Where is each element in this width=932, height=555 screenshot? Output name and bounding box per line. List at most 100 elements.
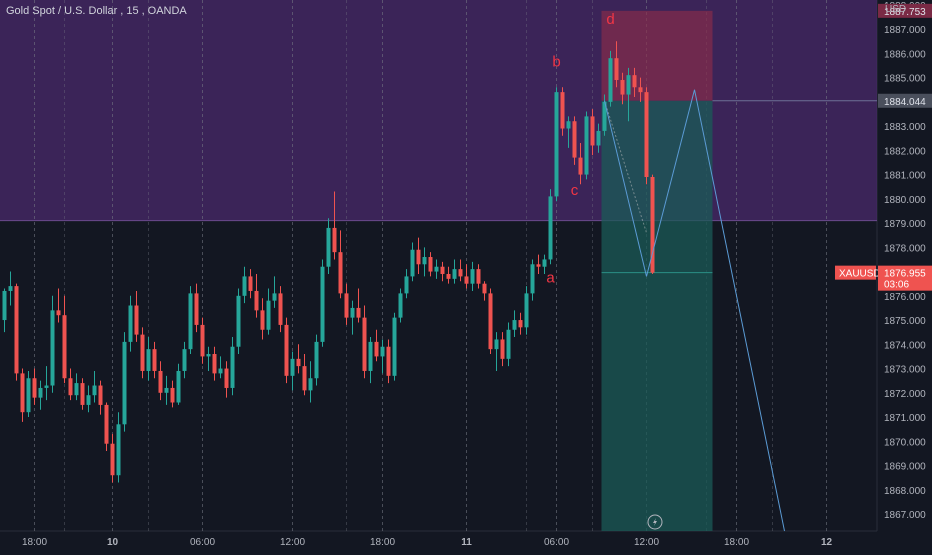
candle-body[interactable] [428,257,433,272]
wave-label-d[interactable]: d [606,11,614,28]
symbol-name[interactable]: Gold Spot / U.S. Dollar [6,5,118,17]
candle-body[interactable] [500,339,505,359]
candle-body[interactable] [254,290,259,311]
candle-body[interactable] [560,92,565,129]
candle-body[interactable] [206,354,211,357]
last-price-tag[interactable] [878,265,932,291]
candle-body[interactable] [284,324,289,376]
candle-body[interactable] [56,310,61,316]
candle-body[interactable] [98,385,103,405]
candle-body[interactable] [410,249,415,277]
candle-body[interactable] [326,227,331,267]
candle-body[interactable] [194,293,199,325]
candle-body[interactable] [434,266,439,272]
candle-body[interactable] [110,443,115,476]
candle-body[interactable] [440,266,445,274]
candle-body[interactable] [584,116,589,175]
candle-body[interactable] [638,87,643,93]
candle-body[interactable] [524,293,529,328]
candle-body[interactable] [200,324,205,357]
candle-body[interactable] [14,286,19,374]
candle-body[interactable] [404,276,409,294]
candle-body[interactable] [170,387,175,403]
candle-body[interactable] [164,387,169,393]
candle-body[interactable] [572,121,577,158]
candle-body[interactable] [50,310,55,386]
projection-path[interactable] [604,89,785,532]
candle-body[interactable] [620,80,625,95]
candle-body[interactable] [128,305,133,342]
candle-body[interactable] [386,346,391,376]
candle-body[interactable] [644,92,649,177]
candle-body[interactable] [446,273,451,279]
candle-body[interactable] [314,341,319,379]
candle-body[interactable] [182,349,187,371]
time-axis-bg[interactable] [0,531,877,550]
candle-body[interactable] [302,366,307,391]
candle-body[interactable] [74,383,79,396]
candle-body[interactable] [176,370,181,403]
candle-body[interactable] [536,264,541,267]
candle-body[interactable] [482,283,487,294]
candle-body[interactable] [374,341,379,357]
candle-body[interactable] [422,257,427,265]
candle-body[interactable] [458,269,463,277]
candle-body[interactable] [116,424,121,476]
entry-price-tag[interactable] [878,93,932,108]
candle-body[interactable] [8,286,13,291]
candle-body[interactable] [392,317,397,376]
candle-body[interactable] [62,315,67,379]
wave-label-a[interactable]: a [546,269,555,286]
candle-body[interactable] [236,295,241,347]
candle-body[interactable] [602,101,607,131]
candle-body[interactable] [512,320,517,330]
candle-body[interactable] [272,293,277,301]
candle-body[interactable] [416,249,421,265]
candle-body[interactable] [38,387,43,398]
candle-body[interactable] [44,385,49,388]
candle-body[interactable] [332,227,337,253]
candle-body[interactable] [140,334,145,371]
candle-body[interactable] [134,305,139,335]
candle-body[interactable] [278,293,283,325]
stop-loss-zone[interactable] [601,10,713,101]
candle-body[interactable] [626,75,631,95]
candle-body[interactable] [2,290,7,321]
candle-body[interactable] [260,310,265,330]
candle-body[interactable] [362,317,367,371]
candle-body[interactable] [470,269,475,284]
candle-body[interactable] [368,341,373,371]
candle-body[interactable] [20,373,25,413]
candle-body[interactable] [554,92,559,197]
candle-body[interactable] [344,293,349,318]
candle-body[interactable] [356,307,361,318]
candle-body[interactable] [614,58,619,81]
wave-label-b[interactable]: b [552,54,560,71]
candle-body[interactable] [476,269,481,284]
candle-body[interactable] [248,276,253,291]
candle-body[interactable] [608,58,613,102]
candle-body[interactable] [398,293,403,318]
candle-body[interactable] [506,329,511,359]
candle-body[interactable] [86,395,91,405]
candle-body[interactable] [530,264,535,294]
candle-body[interactable] [578,157,583,175]
candle-body[interactable] [68,378,73,396]
candle-body[interactable] [590,116,595,146]
candle-body[interactable] [566,121,571,129]
candle-body[interactable] [296,358,301,367]
candle-body[interactable] [158,370,163,393]
candle-body[interactable] [242,276,247,296]
candle-body[interactable] [320,266,325,342]
candle-body[interactable] [596,130,601,146]
candle-body[interactable] [230,346,235,388]
candle-body[interactable] [152,349,157,371]
candle-body[interactable] [338,252,343,294]
candle-body[interactable] [92,385,97,396]
take-profit-zone[interactable] [601,100,713,531]
candle-body[interactable] [548,196,553,260]
candle-body[interactable] [488,293,493,350]
interval-label[interactable]: 15 [126,5,139,17]
symbol-tag[interactable] [835,265,876,280]
